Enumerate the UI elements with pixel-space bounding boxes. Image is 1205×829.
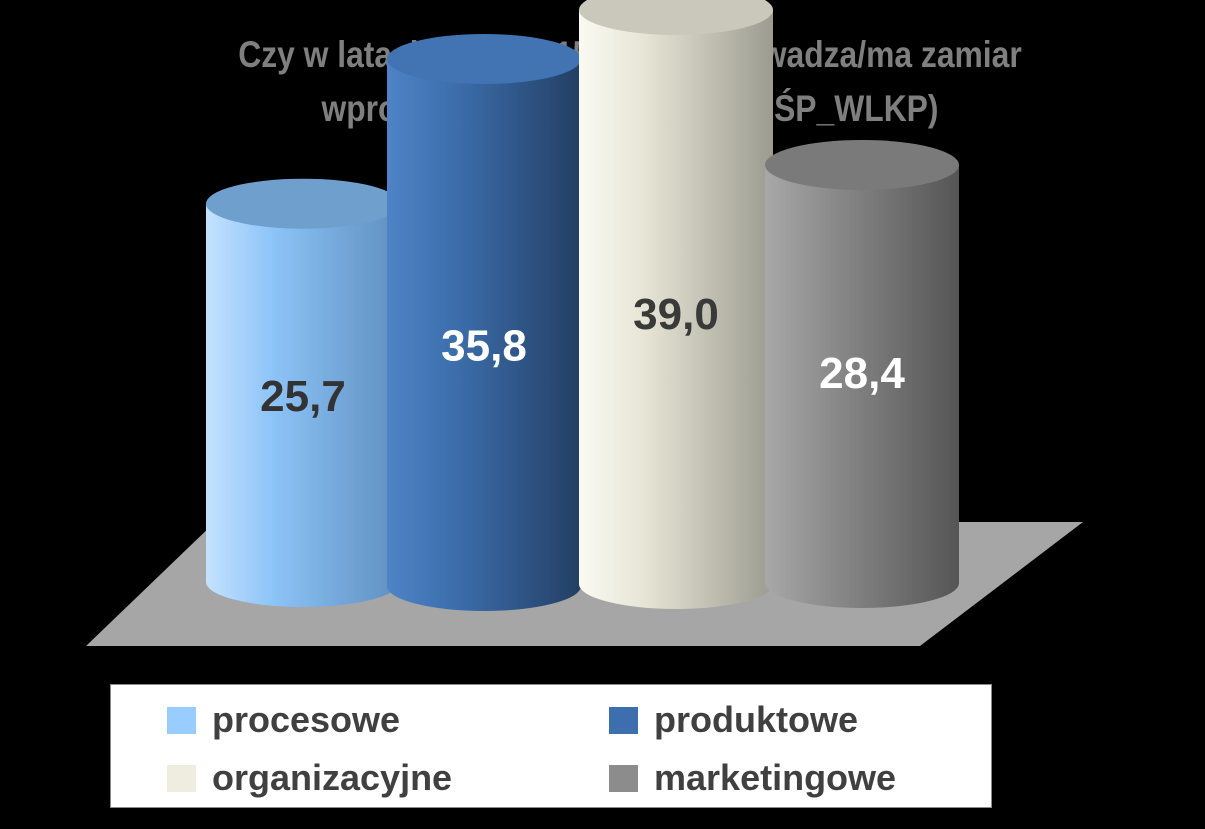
bar-produktowe: 35,8 <box>387 34 581 611</box>
legend-item-procesowe: procesowe <box>167 698 400 742</box>
bars-layer: 25,7 35,8 39,0 28,4 <box>206 0 959 611</box>
legend-item-produktowe: produktowe <box>609 698 858 742</box>
bar-top-marketingowe <box>765 139 959 190</box>
legend-swatch-marketingowe <box>609 764 638 792</box>
data-label-marketingowe: 28,4 <box>819 349 905 398</box>
legend-item-marketingowe: marketingowe <box>609 756 896 800</box>
chart-legend: procesowe produktowe organizacyjne marke… <box>110 684 992 808</box>
legend-item-organizacyjne: organizacyjne <box>167 756 452 800</box>
data-label-procesowe: 25,7 <box>260 372 346 421</box>
legend-label-organizacyjne: organizacyjne <box>212 757 453 798</box>
bar-top-produktowe <box>387 34 581 85</box>
bar-body-procesowe <box>206 203 400 607</box>
data-label-produktowe: 35,8 <box>441 322 527 371</box>
bar-body-marketingowe <box>765 164 959 608</box>
legend-swatch-produktowe <box>609 706 638 734</box>
legend-swatch-organizacyjne <box>167 764 196 792</box>
bar-body-organizacyjne <box>579 9 773 610</box>
legend-label-marketingowe: marketingowe <box>654 757 897 798</box>
bar-body-produktowe <box>387 59 581 611</box>
data-label-organizacyjne: 39,0 <box>633 290 719 339</box>
bar-top-organizacyjne <box>579 0 773 35</box>
legend-label-produktowe: produktowe <box>654 699 858 740</box>
bar-organizacyjne: 39,0 <box>579 0 773 610</box>
bar-procesowe: 25,7 <box>206 178 400 607</box>
bar-top-procesowe <box>206 178 400 229</box>
legend-swatch-procesowe <box>167 706 196 734</box>
legend-label-procesowe: procesowe <box>212 699 401 740</box>
bar-marketingowe: 28,4 <box>765 139 959 608</box>
